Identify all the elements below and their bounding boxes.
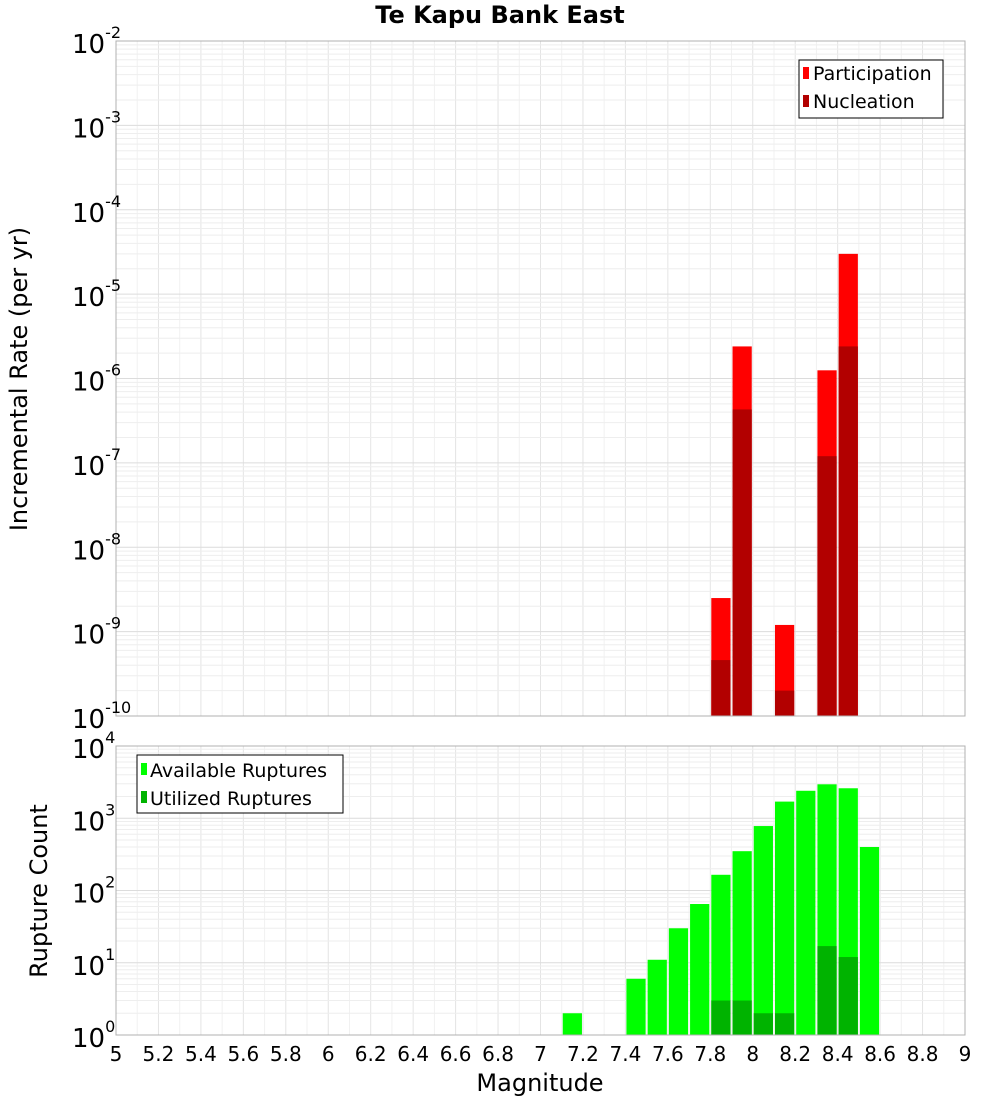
legend-label-available: Available Ruptures [150,760,327,782]
bar-nucleation [711,660,731,716]
top-gridlines [115,41,966,717]
x-tick-label: 6.6 [440,1042,472,1066]
x-tick-label: 8.4 [822,1042,854,1066]
legend-swatch-utilized [141,791,147,803]
x-tick-label: 7.8 [694,1042,726,1066]
x-tick-label: 5.6 [227,1042,259,1066]
bar-nucleation [838,346,858,716]
x-tick-label: 7 [534,1042,547,1066]
y-tick-label: 101 [72,945,115,982]
x-tick-label: 6.8 [482,1042,514,1066]
legend-label-participation: Participation [813,63,932,85]
bottom-plot-frame [115,745,966,1036]
top-bars [711,253,858,716]
bar-available-ruptures [690,904,710,1035]
bar-utilized-ruptures [753,1013,773,1035]
bar-utilized-ruptures [711,1000,731,1035]
bar-utilized-ruptures [732,1000,752,1035]
bottom-legend-box [136,754,344,814]
x-tick-label: 7.6 [652,1042,684,1066]
legend-swatch-participation [803,67,809,79]
y-tick-label: 100 [72,1017,115,1054]
y-tick-label: 10-4 [72,192,121,229]
bar-available-ruptures [859,847,880,1035]
legend-swatch-available [141,763,147,775]
y-tick-label: 103 [72,800,115,837]
y-tick-label: 102 [72,873,115,910]
x-tick-label: 9 [959,1042,972,1066]
top-plot-frame [115,40,966,717]
bar-available-ruptures [711,874,731,1035]
x-tick-label: 6.4 [397,1042,429,1066]
x-tick-label: 8.8 [907,1042,939,1066]
bar-available-ruptures [626,978,646,1035]
bar-available-ruptures [796,790,816,1035]
y-tick-label: 10-9 [72,614,121,651]
x-tick-label: 8.6 [864,1042,896,1066]
bar-available-ruptures [668,928,689,1035]
y-tick-label: 10-8 [72,529,121,566]
bar-nucleation [732,409,752,716]
legend-swatch-nucleation [803,95,809,107]
top-legend-box [798,59,944,119]
top-y-tick-labels: 10-10 10-9 10-8 10-7 10-6 10-5 10-4 10-3 10-2 [72,23,131,735]
bar-nucleation [817,456,837,716]
x-tick-label: 8 [746,1042,759,1066]
legend-label-nucleation: Nucleation [813,91,915,113]
bar-utilized-ruptures [838,957,858,1035]
y-tick-label: 10-6 [72,361,121,398]
top-y-axis-label: Incremental Rate (per yr) [5,227,33,531]
y-tick-label: 10-3 [72,107,121,144]
y-tick-label: 10-2 [72,23,121,60]
x-tick-label: 5 [110,1042,123,1066]
bottom-bars [562,784,880,1035]
bar-available-ruptures [774,801,795,1035]
x-axis-label: Magnitude [476,1069,603,1097]
y-tick-label: 10-5 [72,276,121,313]
y-tick-label: 104 [72,728,115,765]
x-tick-label: 6 [322,1042,335,1066]
x-tick-label: 5.4 [185,1042,217,1066]
bottom-y-axis-label: Rupture Count [25,804,53,978]
bar-available-ruptures [647,959,667,1035]
chart-title: Te Kapu Bank East [375,1,624,29]
legend-label-utilized: Utilized Ruptures [150,788,312,810]
bottom-y-tick-labels: 100 101 102 103 104 [72,728,115,1054]
bottom-legend: Available Ruptures Utilized Ruptures [136,754,344,814]
y-tick-label: 10-7 [72,445,121,482]
bar-available-ruptures [732,851,752,1035]
y-tick-label: 10-10 [72,698,131,735]
bar-nucleation [774,690,795,716]
x-tick-label: 5.8 [270,1042,302,1066]
x-tick-label: 7.2 [567,1042,599,1066]
x-tick-labels: 5 5.2 5.4 5.6 5.8 6 6.2 6.4 6.6 6.8 7 7.2 7.4 7.6 7.8 8… [110,1042,972,1066]
x-tick-label: 8.2 [779,1042,811,1066]
x-tick-label: 6.2 [355,1042,387,1066]
bar-available-ruptures [753,826,773,1035]
top-legend: Participation Nucleation [798,59,944,119]
x-tick-label: 7.4 [609,1042,641,1066]
bar-available-ruptures [562,1013,582,1035]
bar-utilized-ruptures [817,946,837,1035]
bar-utilized-ruptures [774,1013,795,1035]
x-tick-label: 5.2 [143,1042,175,1066]
